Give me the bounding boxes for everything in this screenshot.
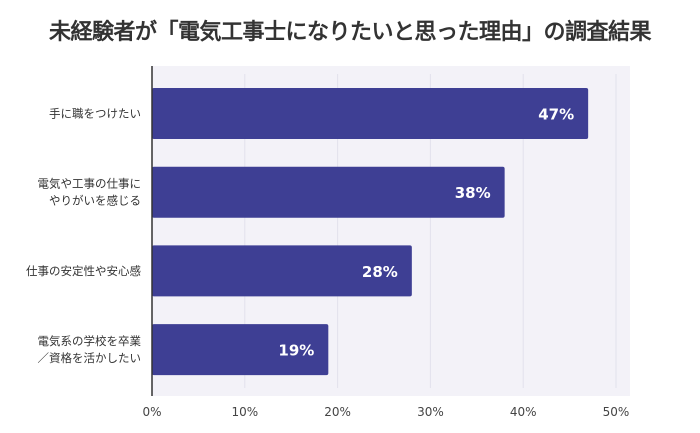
x-tick-label: 30% [417,405,444,419]
bar-value-label: 38% [455,184,491,202]
bar [152,245,412,297]
category-label: 電気や工事の仕事に [38,177,142,191]
bar [152,88,589,139]
bar-value-label: 28% [362,263,398,281]
x-tick-label: 50% [603,405,630,419]
bar-value-label: 47% [538,106,574,124]
category-label: やりがいを感じる [49,194,141,208]
bar [152,324,329,376]
category-label: 電気系の学校を卒業 [38,334,142,348]
x-tick-label: 40% [510,405,537,419]
category-label: 手に職をつけたい [49,107,141,121]
chart-title: 未経験者が「電気工事士になりたいと思った理由」の調査結果 [48,20,652,45]
x-tick-label: 10% [231,405,258,419]
x-tick-label: 0% [142,405,161,419]
category-label: ／資格を活かしたい [38,351,142,365]
x-tick-label: 20% [324,405,351,419]
bar-value-label: 19% [278,342,314,360]
bar [152,166,505,218]
category-label: 仕事の安定性や安心感 [26,264,141,278]
